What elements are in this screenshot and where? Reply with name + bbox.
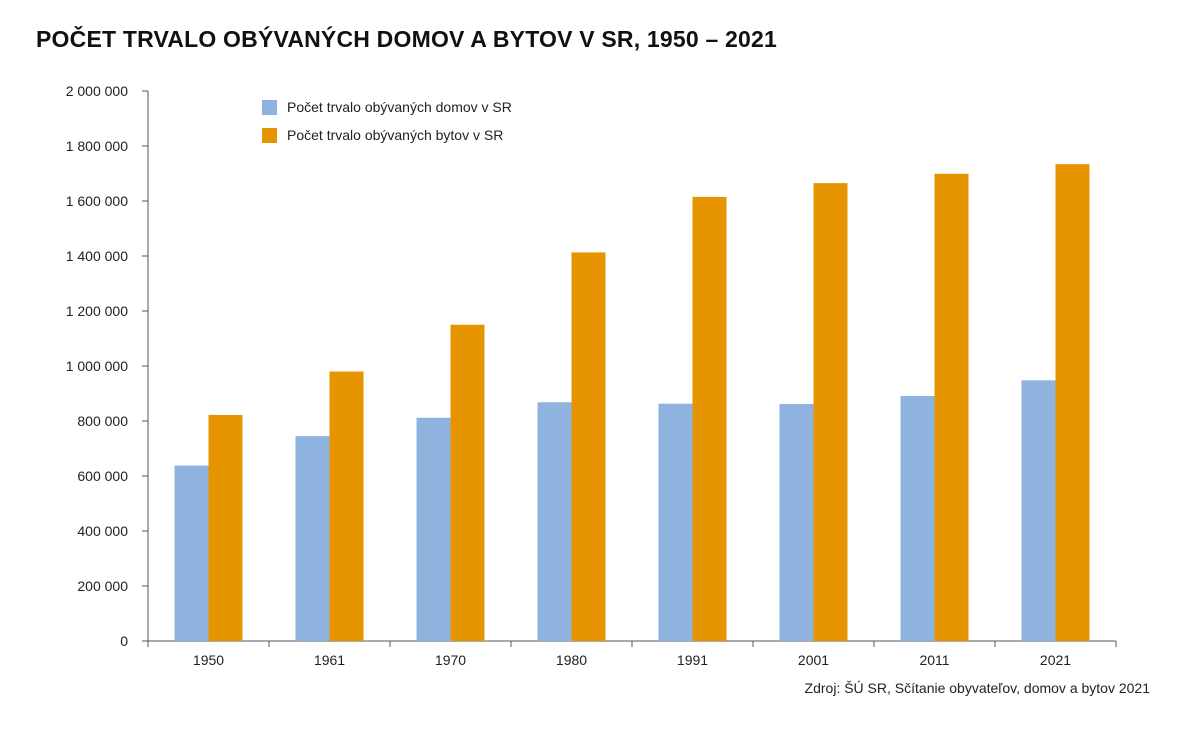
x-tick-label: 1961 — [314, 652, 345, 668]
y-tick-label: 400 000 — [77, 523, 128, 539]
y-axis: 0 200 000 400 000 600 000 800 000 1 000 000 1 … — [66, 83, 149, 649]
x-tick-label: 2011 — [919, 652, 949, 668]
y-tick-label: 0 — [120, 633, 128, 649]
bar-byty — [329, 371, 364, 641]
legend-label: Počet trvalo obývaných domov v SR — [287, 99, 512, 115]
y-tick-label: 2 000 000 — [66, 83, 128, 99]
chart-title: POČET TRVALO OBÝVANÝCH DOMOV A BYTOV V S… — [36, 26, 778, 52]
bar-byty — [208, 414, 243, 641]
y-tick-label: 800 000 — [77, 413, 128, 429]
x-tick-label: 1950 — [193, 652, 224, 668]
y-tick-label: 600 000 — [77, 468, 128, 484]
legend-label: Počet trvalo obývaných bytov v SR — [287, 127, 503, 143]
legend-swatch — [262, 100, 277, 115]
bar-domy — [416, 417, 451, 641]
bar-domy — [779, 403, 814, 641]
x-tick-label: 2001 — [798, 652, 829, 668]
bar-domy — [174, 465, 209, 641]
x-tick-label: 1991 — [677, 652, 708, 668]
x-tick-label: 1980 — [556, 652, 587, 668]
bar-byty — [813, 183, 848, 641]
y-tick-label: 1 800 000 — [66, 138, 128, 154]
bar-byty — [571, 252, 606, 642]
x-tick-label: 1970 — [435, 652, 466, 668]
y-tick-label: 1 400 000 — [66, 248, 128, 264]
bar-domy — [537, 402, 572, 641]
x-tick-label: 2021 — [1040, 652, 1071, 668]
bars — [174, 164, 1090, 642]
bar-domy — [658, 403, 693, 641]
y-tick-label: 1 200 000 — [66, 303, 128, 319]
x-axis: 1950 1961 1970 1980 1991 2001 2011 2021 — [147, 640, 1117, 668]
y-tick-label: 200 000 — [77, 578, 128, 594]
bar-byty — [450, 324, 485, 641]
bar-domy — [1021, 380, 1056, 641]
bar-byty — [1055, 164, 1090, 641]
bar-domy — [900, 395, 935, 641]
bar-byty — [934, 173, 969, 641]
source-note: Zdroj: ŠÚ SR, Sčítanie obyvateľov, domov… — [804, 680, 1150, 696]
y-tick-label: 1 000 000 — [66, 358, 128, 374]
y-tick-label: 1 600 000 — [66, 193, 128, 209]
legend-swatch — [262, 128, 277, 143]
bar-byty — [692, 196, 727, 641]
legend: Počet trvalo obývaných domov v SR Počet t… — [262, 99, 512, 143]
bar-domy — [295, 436, 330, 641]
